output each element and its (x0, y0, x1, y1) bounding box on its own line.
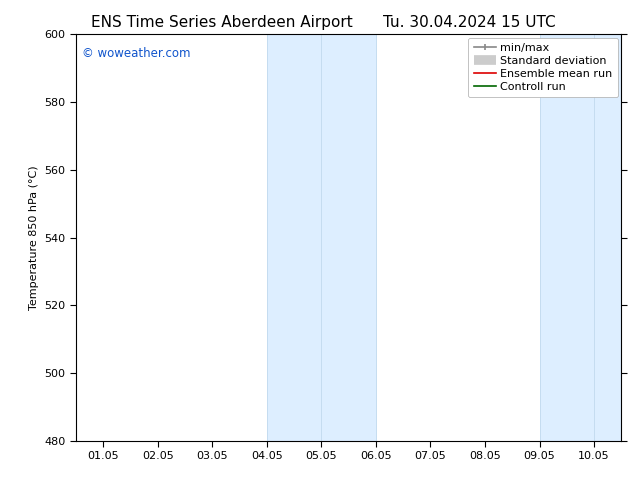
Legend: min/max, Standard deviation, Ensemble mean run, Controll run: min/max, Standard deviation, Ensemble me… (468, 38, 618, 97)
Text: © woweather.com: © woweather.com (82, 47, 190, 59)
Bar (540, 34, 621, 441)
Bar (267, 34, 376, 441)
Y-axis label: Temperature 850 hPa (°C): Temperature 850 hPa (°C) (29, 165, 39, 310)
Text: Tu. 30.04.2024 15 UTC: Tu. 30.04.2024 15 UTC (383, 15, 555, 30)
Text: ENS Time Series Aberdeen Airport: ENS Time Series Aberdeen Airport (91, 15, 353, 30)
